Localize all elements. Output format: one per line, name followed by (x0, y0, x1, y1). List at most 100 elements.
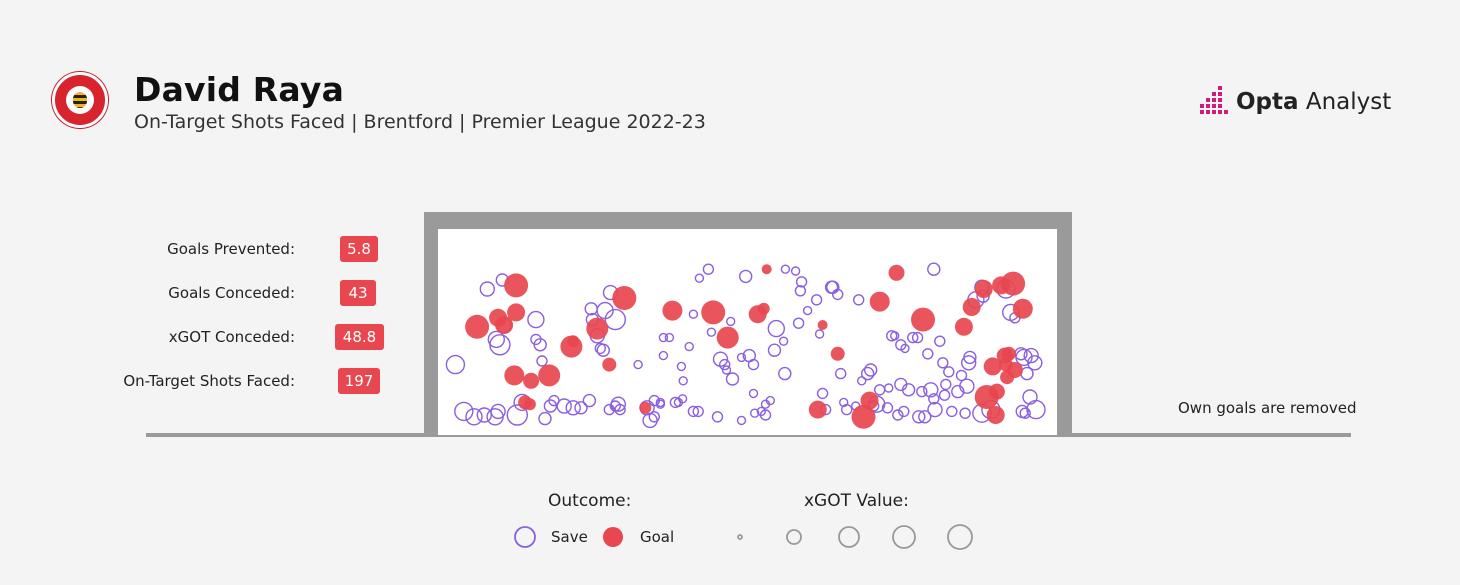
save-shot-point-134 (961, 355, 977, 371)
save-shot-point-28 (596, 343, 610, 357)
save-shot-point-1 (454, 401, 474, 422)
save-shot-point-53 (687, 405, 700, 418)
goal-shot-point-5 (504, 365, 525, 386)
save-shot-point-149 (1022, 389, 1038, 405)
save-shot-point-91 (832, 288, 844, 301)
brand-name: Opta Analyst (1236, 89, 1392, 115)
save-shot-point-86 (814, 329, 825, 339)
shots-faced-label: On-Target Shots Faced: (123, 372, 295, 390)
save-shot-point-6 (490, 403, 506, 420)
save-shot-point-55 (694, 273, 705, 283)
save-shot-point-98 (861, 366, 875, 381)
save-shot-point-92 (835, 367, 847, 380)
xgot-legend-circle-0 (737, 534, 743, 540)
goal-shot-point-2 (495, 316, 514, 334)
goal-shot-point-25 (851, 404, 876, 429)
goal-shot-point-24 (830, 346, 845, 361)
goal-mouth (438, 229, 1057, 435)
save-shot-point-69 (748, 388, 759, 399)
save-shot-point-84 (802, 305, 813, 316)
goal-shot-point-34 (983, 357, 1002, 376)
save-shot-point-82 (794, 285, 807, 297)
goal-shot-point-11 (567, 335, 580, 348)
goal-shot-point-21 (761, 264, 772, 275)
goal-shot-point-3 (504, 273, 529, 298)
goals-prevented-label: Goals Prevented: (167, 240, 295, 258)
save-shot-point-108 (890, 331, 900, 341)
xgot-conceded-label: xGOT Conceded: (168, 328, 295, 346)
goal-shot-point-27 (869, 291, 890, 312)
save-shot-point-35 (610, 396, 626, 412)
save-shot-point-71 (756, 406, 766, 417)
page-subtitle: On-Target Shots Faced | Brentford | Prem… (134, 111, 706, 133)
save-shot-point-66 (739, 269, 753, 284)
xgot-legend-circle-4 (947, 524, 973, 550)
save-shot-point-70 (750, 408, 760, 418)
save-shot-point-50 (677, 394, 688, 404)
goal-shot-point-32 (974, 280, 993, 298)
goal-shot-point-14 (612, 286, 637, 310)
goal-shot-point-43 (1001, 271, 1026, 296)
save-shot-point-120 (928, 393, 940, 405)
goal-shot-point-17 (701, 300, 726, 325)
save-shot-point-128 (946, 405, 958, 418)
goals-conceded-label: Goals Conceded: (168, 284, 295, 302)
save-shot-point-18 (543, 399, 558, 413)
save-shot-point-17 (538, 411, 552, 426)
legend-save-label: Save (551, 528, 588, 546)
save-shot-point-97 (857, 376, 867, 386)
save-shot-point-146 (1023, 347, 1039, 364)
save-shot-point-124 (938, 389, 951, 401)
legend-goal-label: Goal (640, 528, 675, 546)
save-shot-point-22 (574, 401, 588, 415)
save-shot-point-56 (702, 263, 715, 275)
save-shot-point-122 (927, 262, 941, 276)
save-shot-point-127 (937, 357, 949, 369)
goal-shot-point-23 (817, 320, 828, 330)
save-shot-point-96 (853, 294, 865, 306)
save-shot-point-123 (934, 335, 946, 347)
shots-layer (445, 262, 1046, 429)
goal-shot-point-40 (1001, 346, 1016, 361)
goals-prevented-badge: 5.8 (340, 236, 378, 262)
save-shot-point-68 (747, 358, 760, 371)
save-shot-point-118 (922, 348, 934, 360)
goal-shot-point-28 (888, 264, 905, 281)
save-shot-point-16 (536, 355, 548, 367)
save-shot-point-75 (767, 343, 782, 357)
goal-shot-point-4 (507, 303, 526, 322)
save-shot-point-104 (884, 383, 894, 393)
save-shot-point-77 (778, 336, 789, 346)
opta-bars-icon (1198, 86, 1232, 120)
goal-shot-point-31 (962, 298, 981, 316)
save-shot-point-34 (614, 403, 626, 416)
save-shot-point-116 (916, 385, 928, 398)
opta-analyst-logo: Opta Analyst (1198, 86, 1398, 122)
xgot-size-legend (737, 524, 973, 550)
save-shot-point-44 (658, 332, 669, 343)
goal-shot-point-29 (911, 307, 935, 332)
goal-shot-point-12 (586, 317, 609, 340)
save-shot-point-114 (911, 331, 924, 344)
save-shot-point-64 (736, 352, 747, 363)
save-shot-point-147 (1027, 355, 1043, 371)
goal-shot-point-20 (757, 302, 770, 315)
save-shot-point-115 (912, 410, 926, 424)
save-shot-point-61 (721, 365, 732, 375)
save-shot-point-130 (955, 369, 968, 382)
goal-shot-point-26 (860, 391, 879, 410)
legend-outcome-title: Outcome: (548, 491, 632, 511)
own-goals-note: Own goals are removed (1178, 399, 1357, 417)
save-shot-point-113 (907, 331, 919, 344)
save-shot-point-110 (898, 405, 910, 418)
save-shot-point-103 (881, 402, 894, 414)
save-shot-point-132 (959, 378, 975, 394)
save-shot-point-48 (676, 361, 687, 372)
legend-xgot-title: xGOT Value: (804, 491, 909, 511)
save-shot-point-54 (692, 405, 704, 418)
save-shot-point-79 (780, 264, 791, 274)
save-shot-point-144 (1015, 348, 1033, 367)
save-shot-point-85 (810, 294, 823, 306)
save-shot-point-126 (943, 366, 955, 378)
legend-goal-marker (603, 527, 623, 547)
